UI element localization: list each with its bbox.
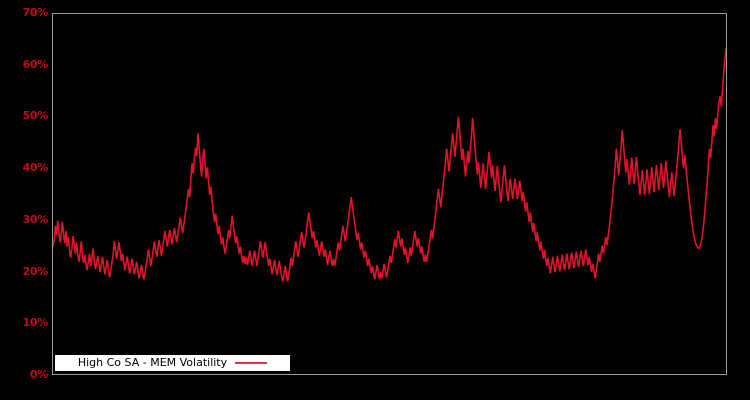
series-line-high-co-sa-mem-volatility: [53, 47, 726, 282]
y-tick-label-70: 70%: [22, 6, 49, 19]
y-tick-label-60: 60%: [22, 57, 49, 71]
y-tick-label-10: 10%: [22, 316, 49, 330]
plot-area: [52, 13, 727, 375]
legend-label: High Co SA - MEM Volatility: [77, 356, 228, 369]
series-polyline: [53, 47, 726, 282]
chart-legend[interactable]: High Co SA - MEM Volatility: [55, 355, 290, 371]
y-tick-label-0: 0%: [29, 368, 48, 381]
y-tick-label-40: 40%: [22, 161, 49, 175]
y-tick-label-50: 50%: [22, 109, 49, 123]
legend-line-swatch: [235, 362, 268, 364]
y-tick-label-30: 30%: [22, 212, 49, 226]
y-tick-label-20: 20%: [22, 264, 49, 278]
